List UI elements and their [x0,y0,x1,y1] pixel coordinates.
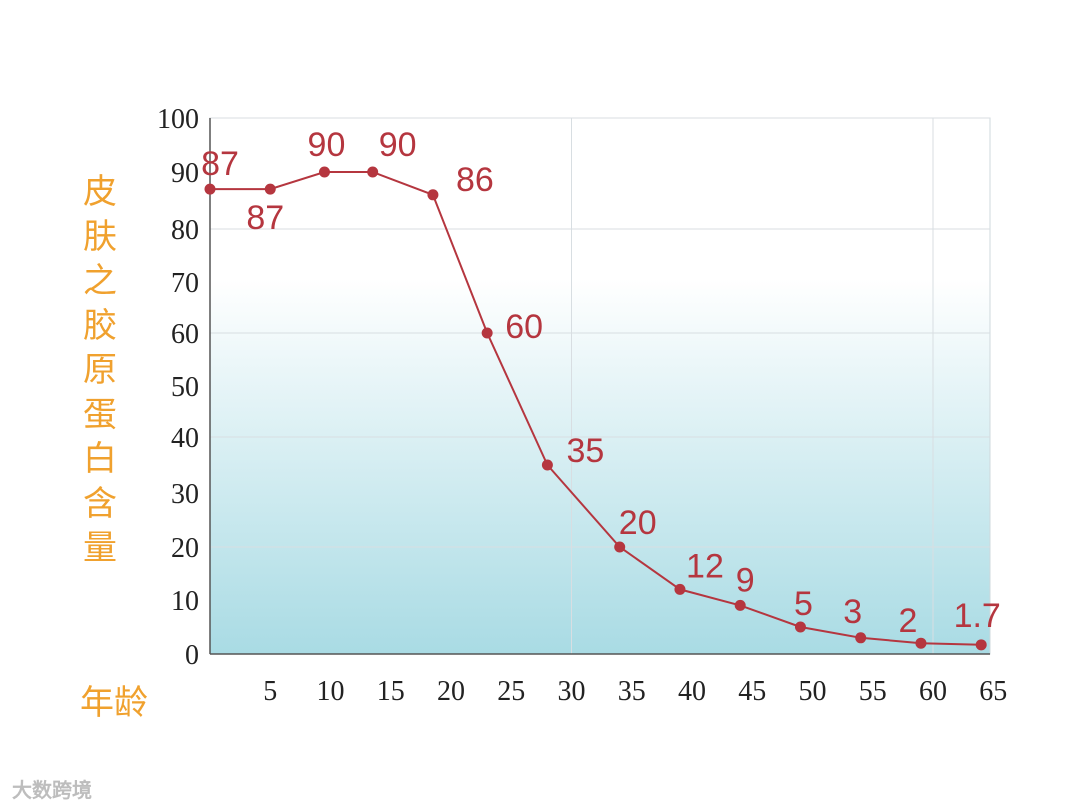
data-point [915,637,927,649]
data-label: 90 [308,126,346,164]
x-tick-label: 50 [799,676,827,707]
x-tick-label: 10 [317,676,345,707]
y-tick-label: 70 [171,268,199,299]
plot-area [209,117,991,655]
data-label: 87 [201,145,239,183]
data-label: 20 [619,504,657,542]
y-tick-label: 30 [171,479,199,510]
series-line [210,171,982,646]
x-tick-label: 60 [919,676,947,707]
data-point [614,541,626,553]
data-label: 5 [794,585,813,623]
data-point [975,639,987,651]
y-tick-label: 80 [171,215,199,246]
data-point [367,166,379,178]
data-point [855,632,867,644]
data-label: 9 [736,561,755,599]
y-axis-title: 皮肤之胶原蛋白含量 [83,172,117,568]
y-tick-label: 100 [157,104,199,135]
data-label: 3 [843,593,862,631]
data-point [318,166,330,178]
y-tick-label: 10 [171,586,199,617]
data-label: 87 [246,199,284,237]
x-tick-label: 55 [859,676,887,707]
data-label: 12 [686,547,724,585]
axes [209,118,990,655]
data-point [734,599,746,611]
x-tick-label: 20 [437,676,465,707]
watermark: 大数跨境 [12,778,92,802]
x-tick-labels: 5 10 15 20 25 30 35 40 45 50 55 60 65 [263,676,1007,707]
data-point [674,583,686,595]
data-point [541,459,553,471]
data-label: 86 [456,161,494,199]
data-label: 1.7 [954,597,1001,635]
y-tick-label: 90 [171,158,199,189]
data-point [204,183,216,195]
data-point [794,621,806,633]
data-point [481,327,493,339]
x-axis-title: 年龄 [80,683,148,723]
x-tick-label: 25 [497,676,525,707]
x-tick-label: 40 [678,676,706,707]
x-tick-label: 45 [738,676,766,707]
data-label: 90 [379,126,417,164]
y-tick-label: 0 [185,640,199,671]
grid [210,117,990,655]
data-point [427,189,439,201]
y-tick-label: 60 [171,319,199,350]
x-tick-label: 15 [377,676,405,707]
y-tick-labels: 0 10 20 30 40 50 60 70 80 90 100 [157,104,199,671]
data-point [264,183,276,195]
x-tick-label: 5 [263,676,277,707]
data-points [204,166,987,651]
data-label: 35 [566,432,604,470]
y-tick-label: 50 [171,372,199,403]
x-tick-label: 30 [558,676,586,707]
y-tick-label: 40 [171,423,199,454]
x-tick-label: 65 [979,676,1007,707]
x-tick-label: 35 [618,676,646,707]
data-label: 2 [898,602,917,640]
data-label: 60 [505,308,543,346]
y-tick-label: 20 [171,533,199,564]
